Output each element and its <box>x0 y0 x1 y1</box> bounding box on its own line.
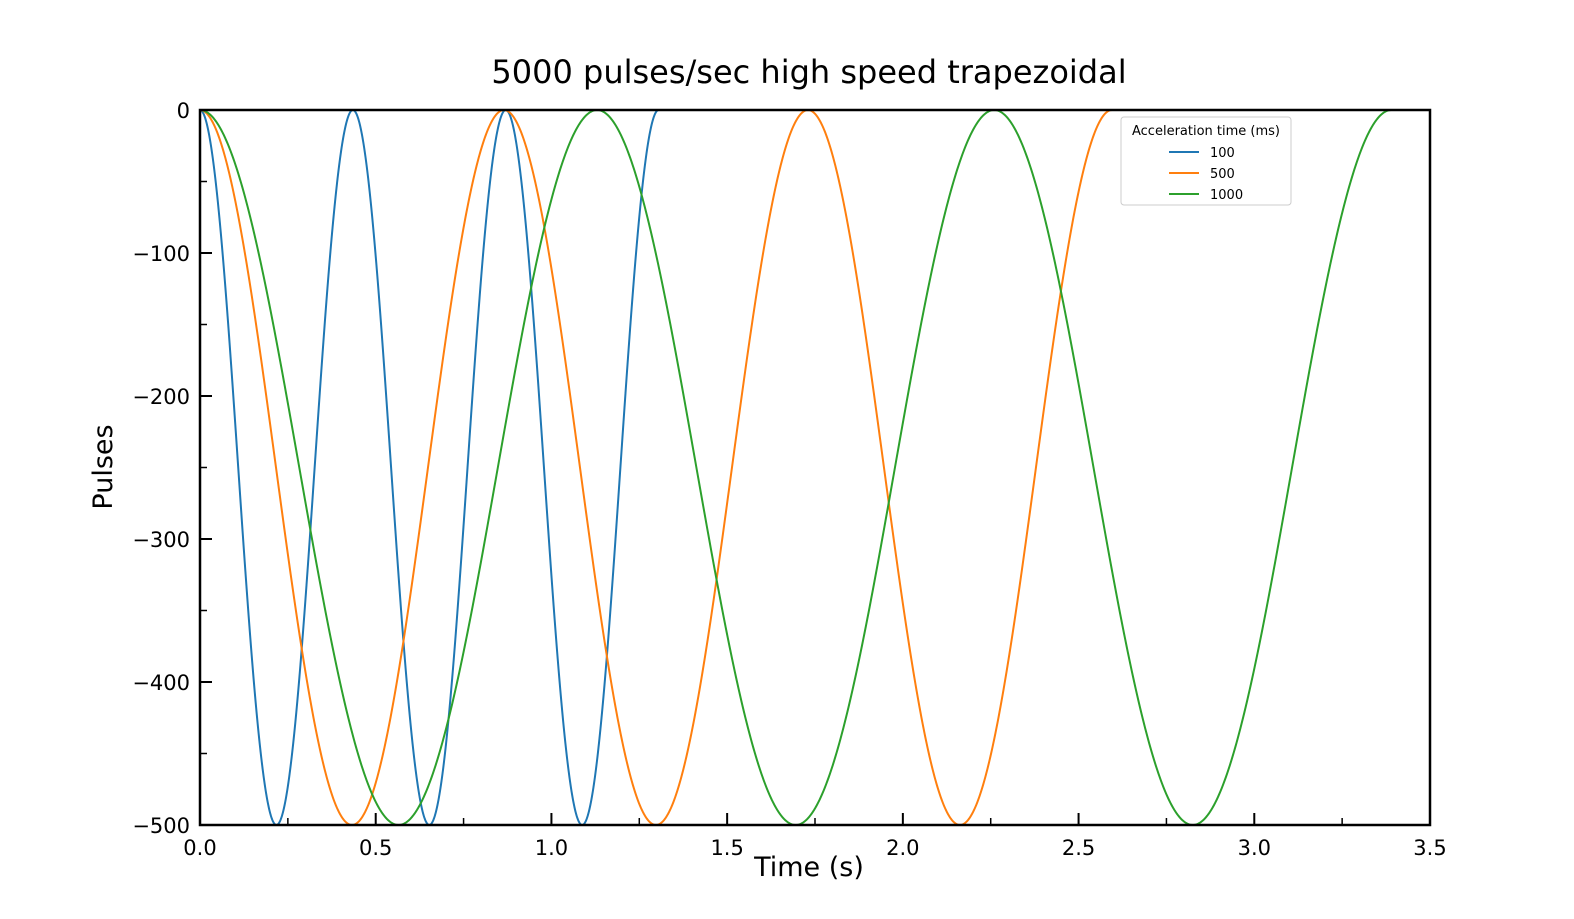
x-tick-label: 3.0 <box>1238 836 1271 860</box>
x-axis: 0.0 0.5 1.0 1.5 2.0 2.5 3.0 3.5 <box>183 813 1447 860</box>
series-line-100 <box>199 108 659 827</box>
y-tick-label: −300 <box>132 528 190 552</box>
x-tick-label: 2.0 <box>886 836 919 860</box>
series-line-1000 <box>199 108 1392 827</box>
y-tick-label: −100 <box>132 242 190 266</box>
chart-title: 5000 pulses/sec high speed trapezoidal <box>491 53 1126 91</box>
x-tick-label: 0.5 <box>359 836 392 860</box>
x-tick-label: 0.0 <box>183 836 216 860</box>
x-tick-label: 2.5 <box>1062 836 1095 860</box>
y-tick-label: −400 <box>132 671 190 695</box>
legend-label-1000: 1000 <box>1210 188 1243 203</box>
legend-label-100: 100 <box>1210 146 1235 161</box>
y-axis: 0 −100 −200 −300 −400 −500 <box>132 99 212 838</box>
legend-title: Acceleration time (ms) <box>1132 124 1280 139</box>
legend: Acceleration time (ms) 100 500 1000 <box>1120 116 1292 206</box>
y-tick-label: −500 <box>132 814 190 838</box>
series-line-500 <box>199 108 1113 827</box>
x-tick-label: 3.5 <box>1413 836 1446 860</box>
plot-lines <box>199 108 1392 827</box>
y-tick-label: 0 <box>177 99 190 123</box>
x-tick-label: 1.0 <box>535 836 568 860</box>
plot-frame <box>198 108 1432 827</box>
y-tick-label: −200 <box>132 385 190 409</box>
legend-box <box>1120 116 1292 206</box>
x-tick-label: 1.5 <box>710 836 743 860</box>
legend-label-500: 500 <box>1210 167 1235 182</box>
x-axis-label: Time (s) <box>753 852 864 883</box>
y-axis-label: Pulses <box>88 424 119 509</box>
